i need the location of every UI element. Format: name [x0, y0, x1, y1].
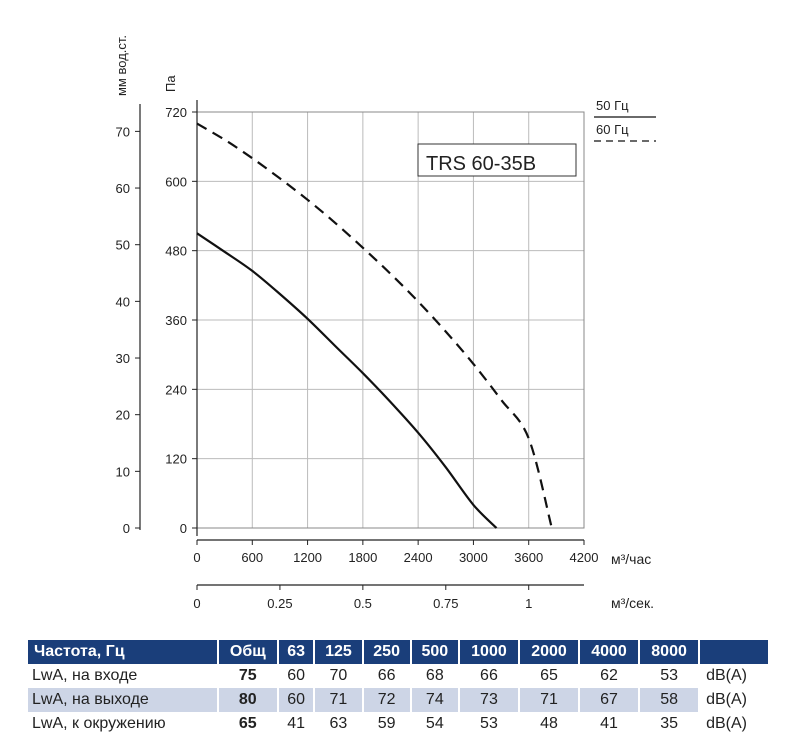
y2-tick-label: 60: [116, 181, 130, 196]
table-header-row: Частота, Гц Общ 63 125 250 500 1000 2000 4000 800…: [28, 640, 768, 664]
x-tick-label: 4200: [570, 550, 599, 565]
y2-tick-label: 30: [116, 351, 130, 366]
curve-60hz: [196, 122, 553, 529]
legend-label-50hz: 50 Гц: [596, 98, 629, 113]
row-unit: dB(A): [706, 667, 748, 684]
row-value: 62: [600, 667, 618, 684]
y-tick-label: 600: [165, 174, 187, 189]
row-value: 71: [519, 688, 579, 712]
row-value: 60: [287, 667, 306, 684]
chart-grid: [196, 111, 585, 529]
x-axis-label-m3s: м³/сек.: [611, 595, 654, 611]
row-value: 68: [425, 667, 444, 684]
y2-tick-label: 10: [116, 464, 130, 479]
x-axis-m3s: 0 0.25 0.5 0.75 1: [193, 584, 584, 611]
row-unit: dB(A): [700, 688, 768, 712]
row-value: 48: [540, 715, 558, 732]
header-band-6: 4000: [580, 640, 639, 664]
x2-tick-label: 1: [525, 596, 532, 611]
row-value: 41: [600, 715, 618, 732]
title-box: [417, 143, 577, 177]
header-frequency: Частота, Гц: [28, 640, 217, 664]
table-row: LwA, на входе 75 60 70 66 68 66 65 62 53 dB(A): [28, 664, 768, 688]
row-value: 72: [363, 688, 410, 712]
y-axis-pa: 0 120 240 360 480 600 720: [165, 100, 198, 536]
row-value: 35: [660, 715, 678, 732]
x2-tick-label: 0: [193, 596, 200, 611]
row-value: 66: [480, 667, 498, 684]
row-value: 53: [660, 667, 678, 684]
y-tick-label: 720: [165, 105, 187, 120]
y2-tick-label: 20: [116, 408, 130, 423]
y-tick-label: 360: [165, 313, 187, 328]
y-tick-label: 0: [180, 521, 187, 536]
row-value: 59: [377, 715, 396, 732]
y-tick-label: 240: [165, 382, 187, 397]
header-band-3: 500: [411, 640, 458, 664]
row-value: 63: [329, 715, 348, 732]
row-value: 73: [459, 688, 518, 712]
row-value: 60: [278, 688, 314, 712]
legend-label-60hz: 60 Гц: [596, 122, 629, 137]
x-axis-label-m3h: м³/час: [611, 551, 651, 567]
chart-title: TRS 60-35B: [426, 153, 536, 175]
x-tick-label: 3600: [514, 550, 543, 565]
legend: 50 Гц 60 Гц: [594, 98, 656, 142]
x2-tick-label: 0.75: [433, 596, 458, 611]
row-total: 75: [238, 667, 257, 684]
header-unit: [700, 640, 768, 664]
header-band-1: 125: [315, 640, 362, 664]
row-value: 53: [480, 715, 498, 732]
header-total: Общ: [218, 640, 277, 664]
y-axis-mm: 0 10 20 30 40 50 60 70: [116, 104, 141, 536]
sound-power-table: Частота, Гц Общ 63 125 250 500 1000 2000 4000 800…: [26, 640, 770, 736]
row-value: 71: [315, 688, 362, 712]
y2-tick-label: 40: [116, 294, 130, 309]
row-unit: dB(A): [706, 715, 748, 732]
curves: [196, 122, 553, 529]
table-row: LwA, на выходе 80 60 71 72 74 73 71 67 58 dB(A): [28, 688, 768, 712]
x2-tick-label: 0.25: [267, 596, 292, 611]
x2-tick-label: 0.5: [354, 596, 372, 611]
row-value: 66: [377, 667, 396, 684]
y-axis-label-pa: Па: [163, 75, 178, 92]
x-tick-label: 1200: [293, 550, 322, 565]
row-value: 54: [425, 715, 444, 732]
x-tick-label: 1800: [348, 550, 377, 565]
y2-tick-label: 70: [116, 124, 130, 139]
table-row: LwA, к окружению 65 41 63 59 54 53 48 41 35 dB(A): [28, 712, 768, 736]
row-value: 67: [580, 688, 639, 712]
x-tick-label: 2400: [404, 550, 433, 565]
y-tick-label: 480: [165, 244, 187, 259]
row-label: LwA, к окружению: [32, 715, 166, 732]
y-tick-label: 120: [165, 452, 187, 467]
row-value: 41: [287, 715, 306, 732]
x-axis-m3h: 0 600 1200 1800 2400 3000 3600 4200: [193, 539, 599, 565]
row-value: 74: [411, 688, 458, 712]
x-tick-label: 600: [241, 550, 263, 565]
row-label: LwA, на выходе: [28, 688, 217, 712]
row-label: LwA, на входе: [32, 667, 138, 684]
row-total: 65: [238, 715, 257, 732]
header-band-0: 63: [278, 640, 314, 664]
x-tick-label: 0: [193, 550, 200, 565]
row-value: 58: [640, 688, 699, 712]
header-band-4: 1000: [459, 640, 518, 664]
y-axis-label-mm: мм вод.ст.: [114, 35, 129, 96]
header-band-7: 8000: [640, 640, 699, 664]
curve-50hz: [196, 232, 498, 529]
x-tick-label: 3000: [459, 550, 488, 565]
row-total: 80: [218, 688, 277, 712]
y2-tick-label: 0: [123, 521, 130, 536]
row-value: 70: [329, 667, 348, 684]
row-value: 65: [540, 667, 558, 684]
header-band-2: 250: [363, 640, 410, 664]
y2-tick-label: 50: [116, 238, 130, 253]
header-band-5: 2000: [519, 640, 579, 664]
